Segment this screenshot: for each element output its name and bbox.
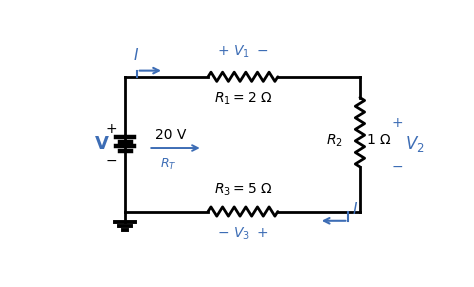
Text: $R_1 = 2\ \Omega$: $R_1 = 2\ \Omega$: [214, 91, 272, 107]
Text: $V_2$: $V_2$: [405, 134, 425, 154]
Text: $-$: $-$: [391, 159, 403, 173]
Text: $1\ \Omega$: $1\ \Omega$: [366, 133, 392, 147]
Text: $I$: $I$: [133, 47, 139, 63]
Text: $\mathbf{V}$: $\mathbf{V}$: [94, 135, 110, 153]
Text: 20 V: 20 V: [155, 128, 186, 142]
Text: $R_2$: $R_2$: [326, 132, 343, 148]
Text: $-\ V_3\ +$: $-\ V_3\ +$: [217, 225, 269, 242]
Text: +: +: [392, 116, 403, 130]
Text: $R_3 = 5\ \Omega$: $R_3 = 5\ \Omega$: [214, 181, 272, 198]
Text: $I$: $I$: [352, 201, 358, 217]
Text: $R_T$: $R_T$: [160, 156, 177, 172]
Text: $-$: $-$: [105, 153, 117, 166]
Text: +: +: [105, 122, 117, 136]
Text: $+\ V_1\ -$: $+\ V_1\ -$: [217, 43, 269, 60]
